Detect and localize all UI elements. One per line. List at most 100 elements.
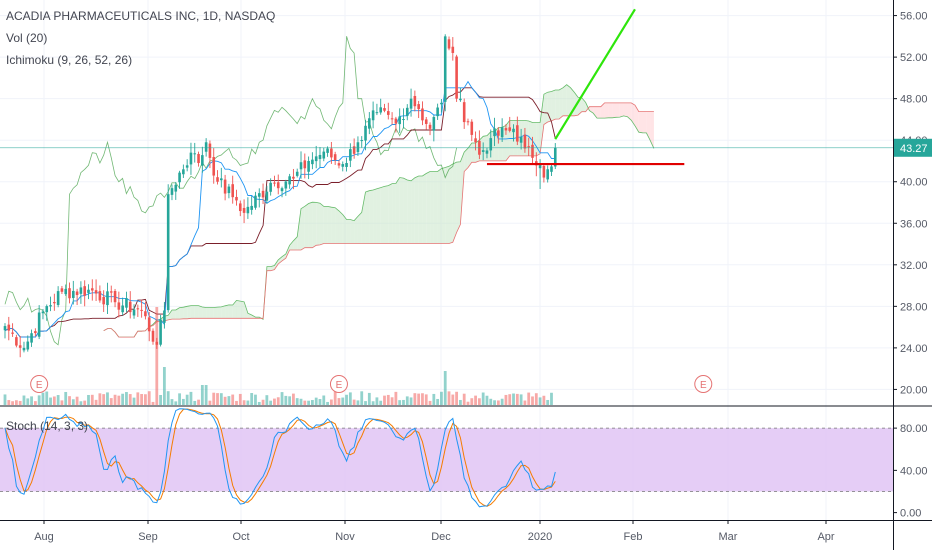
cloud-segment-57 — [217, 306, 222, 319]
volume-bar — [375, 397, 379, 405]
volume-indicator-label[interactable]: Vol (20) — [6, 31, 47, 45]
earnings-marker-1[interactable] — [329, 375, 348, 393]
cloud-segment-76 — [289, 240, 294, 251]
green-trendline[interactable] — [554, 8, 636, 140]
cloud-segment-108 — [411, 177, 415, 244]
candle-body — [292, 176, 295, 179]
volume-bar — [144, 394, 147, 405]
candle-body — [413, 95, 417, 107]
candle-body — [356, 142, 360, 153]
volume-bar — [424, 394, 428, 405]
volume-bar — [489, 398, 493, 405]
volume-bar — [37, 395, 41, 405]
volume-bar — [265, 395, 269, 405]
volume-bar — [405, 396, 409, 405]
volume-bar — [459, 399, 462, 405]
candle-body — [276, 182, 280, 189]
cloud-segment-55 — [209, 307, 214, 319]
volume-bar — [447, 391, 451, 405]
volume-bar — [212, 392, 216, 405]
stochastic-pane — [0, 408, 893, 508]
earnings-marker-2[interactable] — [694, 375, 713, 393]
cloud-segment-49 — [187, 305, 191, 319]
volume-bar — [364, 401, 367, 405]
user-drawings[interactable] — [0, 8, 893, 166]
volume-bar — [307, 400, 310, 405]
candle-body — [151, 330, 155, 342]
cloud-segment-105 — [399, 177, 404, 244]
price-tick-label: 32.00 — [900, 260, 928, 272]
candle-body — [45, 306, 49, 313]
volume-bars — [3, 307, 553, 405]
volume-bar — [440, 391, 443, 405]
volume-bar — [519, 394, 523, 405]
cloud-segment-89 — [338, 210, 343, 244]
candle-body — [30, 333, 33, 343]
candle-body — [474, 138, 477, 143]
volume-bar — [223, 396, 227, 405]
volume-bar — [523, 400, 527, 405]
candle-body — [265, 191, 269, 201]
candle-body — [41, 311, 45, 314]
candle-body — [375, 112, 379, 114]
volume-bar — [60, 400, 64, 405]
time-tick-label: Apr — [817, 531, 834, 543]
volume-bar — [83, 400, 87, 405]
cloud-segment-117 — [445, 166, 450, 244]
candle-body — [166, 194, 170, 311]
candle-body — [508, 127, 512, 131]
candle-body — [459, 98, 462, 101]
volume-bar — [75, 396, 79, 405]
volume-bar — [550, 392, 553, 405]
cloud-segment-170 — [646, 111, 651, 141]
volume-bar — [367, 392, 371, 405]
candle-body — [489, 138, 493, 151]
volume-bar — [3, 394, 7, 405]
volume-bar — [500, 398, 504, 405]
cloud-segment-164 — [623, 102, 628, 117]
cloud-segment-86 — [327, 206, 332, 244]
earnings-marker-0[interactable] — [30, 375, 49, 393]
volume-bar — [413, 393, 417, 405]
volume-bar — [178, 393, 181, 405]
candle-body — [368, 118, 371, 129]
candle-body — [109, 291, 113, 293]
cloud-segment-47 — [179, 307, 184, 320]
candle-body — [49, 305, 52, 307]
stoch-indicator-label[interactable]: Stoch (14, 3, 3) — [6, 419, 88, 433]
cloud-segment-122 — [464, 148, 468, 172]
volume-bar — [235, 400, 238, 405]
candle-body — [345, 162, 348, 167]
candle-body — [519, 137, 523, 143]
volume-bar — [386, 394, 390, 405]
volume-bar — [390, 397, 394, 405]
cloud-segment-106 — [403, 178, 408, 244]
cloud-segment-54 — [206, 307, 210, 319]
cloud-segment-72 — [274, 259, 279, 270]
candle-body — [280, 188, 284, 192]
volume-bar — [90, 394, 94, 405]
volume-bar — [49, 397, 52, 405]
volume-bar — [68, 396, 71, 405]
volume-bar — [356, 400, 360, 405]
candle-body — [102, 297, 105, 305]
cloud-segment-88 — [335, 207, 339, 244]
cloud-segment-45 — [171, 309, 176, 320]
candle-body — [257, 193, 261, 197]
volume-bar — [216, 393, 219, 405]
volume-bar — [481, 392, 485, 405]
volume-bar — [257, 401, 261, 405]
volume-bar — [371, 401, 375, 405]
ichimoku-indicator-label[interactable]: Ichimoku (9, 26, 52, 26) — [6, 53, 132, 67]
cloud-segment-118 — [449, 163, 453, 244]
cloud-segment-123 — [467, 142, 472, 168]
candle-body — [79, 287, 83, 294]
candle-body — [360, 140, 364, 142]
volume-bar — [113, 394, 117, 405]
cloud-segment-156 — [593, 106, 598, 119]
volume-bar — [45, 391, 49, 405]
price-tick-label: 28.00 — [900, 301, 928, 313]
